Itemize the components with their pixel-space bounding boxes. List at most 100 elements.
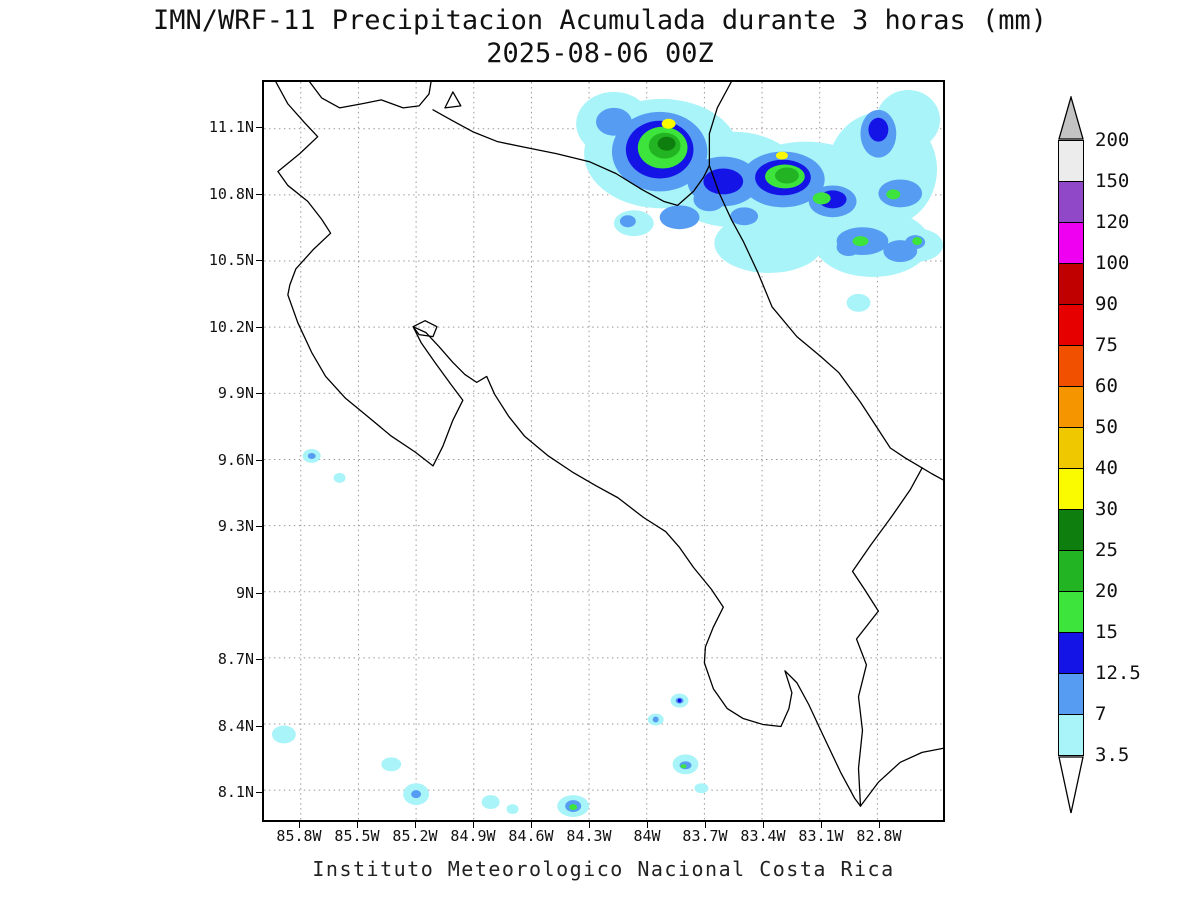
colorbar-label: 7 (1095, 703, 1107, 725)
colorbar-segment (1058, 550, 1084, 592)
y-tick-mark (256, 726, 262, 727)
x-tick-label: 84.6W (508, 827, 554, 845)
footer-text: Instituto Meteorologico Nacional Costa R… (312, 857, 895, 881)
x-tick-mark (415, 822, 416, 828)
x-tick-mark (763, 822, 764, 828)
colorbar-label: 75 (1095, 334, 1118, 356)
precip-cell (774, 167, 799, 184)
coastline-path (851, 467, 923, 807)
precip-cell (271, 725, 296, 744)
coastline-path (432, 109, 711, 206)
y-tick-mark (256, 593, 262, 594)
coastline-path (275, 82, 862, 807)
colorbar-label: 12.5 (1095, 662, 1141, 684)
colorbar-top-arrow (1058, 96, 1084, 140)
precip-cell (333, 472, 346, 483)
precip-cell (703, 168, 744, 195)
colorbar-label: 100 (1095, 252, 1130, 274)
colorbar-segment (1058, 386, 1084, 428)
precip-cell (886, 189, 901, 200)
x-tick-mark (473, 822, 474, 828)
x-tick-label: 84W (633, 827, 661, 845)
colorbar-segment (1058, 140, 1084, 182)
precip-cell (912, 237, 923, 246)
precip-cell (506, 804, 519, 815)
precip-cell (569, 804, 578, 811)
colorbar-label: 120 (1095, 211, 1130, 233)
x-tick-mark (357, 822, 358, 828)
x-tick-mark (647, 822, 648, 828)
precip-cell (812, 192, 831, 205)
coastline-path (309, 82, 432, 109)
colorbar-bottom-arrow (1058, 756, 1084, 814)
x-tick-label: 84.3W (566, 827, 612, 845)
y-tick-mark (256, 526, 262, 527)
x-tick-label: 85.8W (276, 827, 322, 845)
y-tick-label: 9.9N (217, 384, 254, 402)
x-tick-mark (705, 822, 706, 828)
colorbar-segment (1058, 181, 1084, 223)
colorbar-label: 15 (1095, 621, 1118, 643)
title-line2: 2025-08-06 00Z (486, 38, 714, 69)
colorbar-segment (1058, 263, 1084, 305)
colorbar-segment (1058, 427, 1084, 469)
precip-cell (878, 179, 923, 208)
colorbar-label: 60 (1095, 375, 1118, 397)
x-tick-label: 83.7W (682, 827, 728, 845)
colorbar-segment (1058, 222, 1084, 264)
precip-cell (481, 795, 500, 810)
colorbar-label: 90 (1095, 293, 1118, 315)
x-tick-mark (589, 822, 590, 828)
precip-cell (694, 783, 709, 794)
y-tick-label: 10.8N (208, 184, 254, 203)
precip-cell (619, 215, 636, 228)
precip-cell (659, 205, 700, 230)
x-tick-label: 84.9W (450, 827, 496, 845)
colorbar-label: 40 (1095, 457, 1118, 479)
precip-cell (852, 236, 869, 247)
y-tick-mark (256, 792, 262, 793)
map-frame (262, 80, 945, 822)
colorbar-label: 200 (1095, 129, 1130, 151)
colorbar-label: 25 (1095, 539, 1118, 561)
precip-cell (680, 764, 687, 769)
colorbar-segment (1058, 591, 1084, 633)
precip-cell (714, 213, 824, 273)
x-tick-mark (531, 822, 532, 828)
y-tick-label: 8.1N (217, 783, 254, 801)
y-tick-mark (256, 659, 262, 660)
coastline-path (412, 320, 438, 338)
y-tick-label: 8.4N (217, 716, 254, 735)
colorbar-segment (1058, 345, 1084, 387)
precip-cell (677, 698, 682, 703)
precip-cell (657, 136, 676, 151)
precip-cell (730, 207, 759, 226)
x-tick-label: 83.4W (740, 827, 786, 845)
page-title: IMN/WRF-11 Precipitacion Acumulada duran… (0, 4, 1200, 70)
y-tick-label: 9.3N (217, 517, 254, 535)
x-tick-mark (821, 822, 822, 828)
precip-cell (868, 117, 889, 142)
y-tick-label: 9.6N (217, 450, 254, 469)
coastline-path (859, 747, 943, 807)
precip-cell (846, 293, 871, 312)
y-tick-mark (256, 393, 262, 394)
y-tick-label: 8.7N (217, 650, 254, 668)
colorbar-segment (1058, 468, 1084, 510)
x-tick-label: 85.5W (334, 827, 380, 845)
colorbar-segment (1058, 509, 1084, 551)
precip-cell (652, 716, 659, 723)
y-tick-mark (256, 127, 262, 128)
x-tick-mark (879, 822, 880, 828)
colorbar-label: 150 (1095, 170, 1130, 192)
y-tick-mark (256, 460, 262, 461)
precip-cell (775, 151, 788, 160)
colorbar-segment (1058, 673, 1084, 715)
x-tick-mark (299, 822, 300, 828)
precip-cell (411, 790, 422, 799)
y-tick-label: 10.2N (208, 317, 254, 336)
y-tick-label: 11.1N (208, 118, 254, 136)
title-line1: IMN/WRF-11 Precipitacion Acumulada duran… (152, 5, 1048, 36)
precip-cell (661, 118, 676, 129)
